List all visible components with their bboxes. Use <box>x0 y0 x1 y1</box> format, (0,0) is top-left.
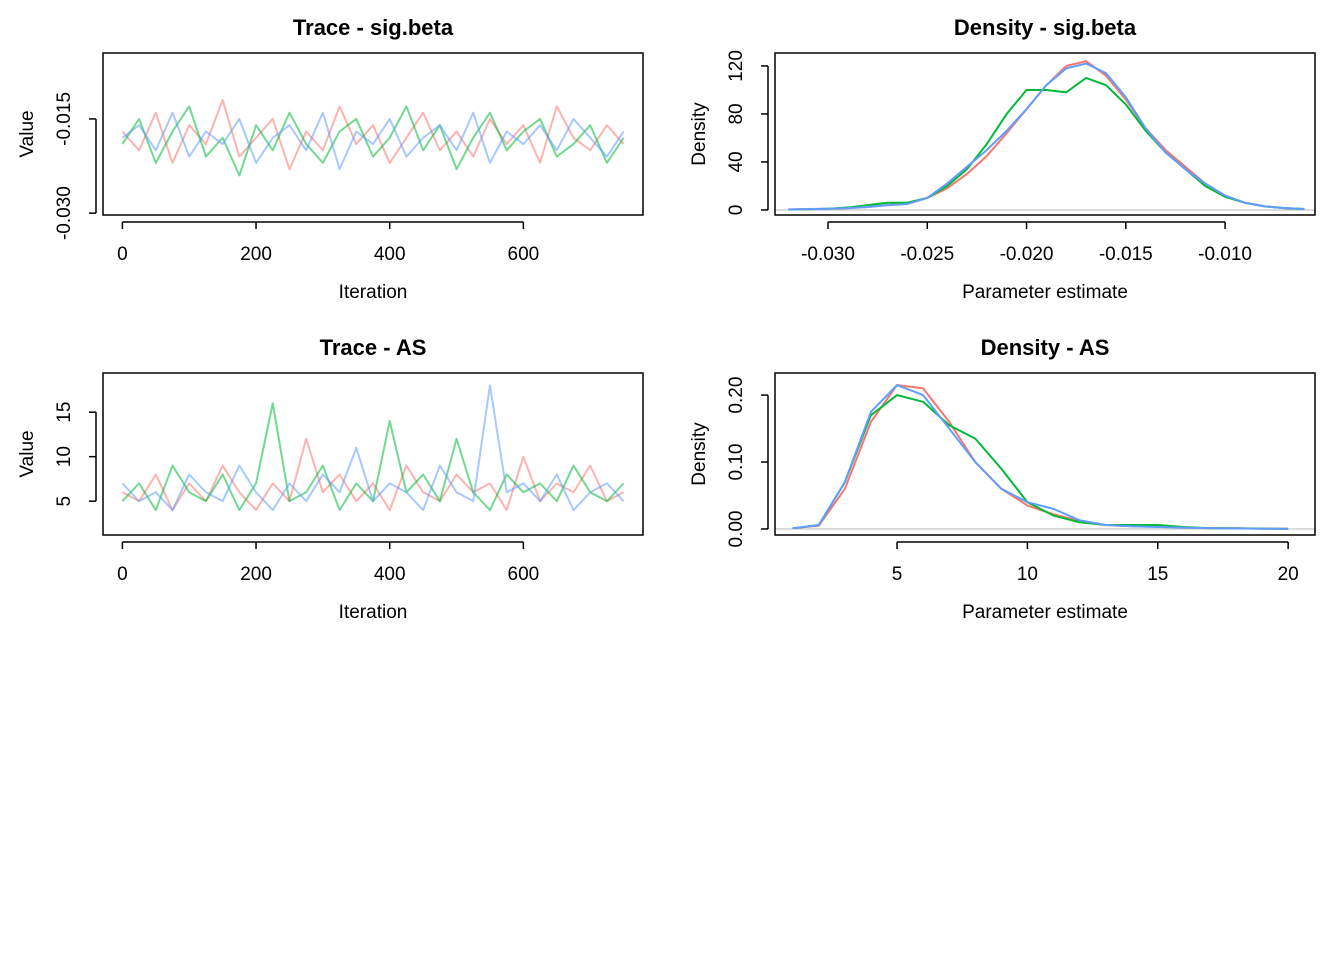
series-line <box>121 99 625 171</box>
y-tick-label: 0.00 <box>726 510 747 547</box>
series-line <box>792 384 1289 530</box>
y-tick-label: -0.015 <box>54 92 75 146</box>
y-axis-label: Value <box>17 430 38 477</box>
x-tick-label: -0.020 <box>1000 244 1054 265</box>
x-tick-label: 5 <box>892 564 903 585</box>
y-tick-label: 120 <box>726 50 747 82</box>
plot-box <box>774 372 1316 536</box>
x-tick-label: 10 <box>1017 564 1038 585</box>
x-axis-label: Parameter estimate <box>962 282 1128 303</box>
series-line <box>788 62 1305 211</box>
x-tick-label: 200 <box>240 244 272 265</box>
x-tick-label: -0.030 <box>801 244 855 265</box>
series-line <box>121 111 625 171</box>
panel-title: Trace - AS <box>320 335 427 360</box>
plot-box <box>102 372 644 536</box>
panel-title: Trace - sig.beta <box>293 15 454 40</box>
y-axis-label: Density <box>689 422 710 486</box>
x-axis-label: Parameter estimate <box>962 602 1128 623</box>
panel-title: Density - AS <box>981 335 1110 360</box>
panel-title: Density - sig.beta <box>954 15 1137 40</box>
x-tick-label: 0 <box>117 244 128 265</box>
y-axis-label: Density <box>689 102 710 166</box>
x-tick-label: 20 <box>1278 564 1299 585</box>
x-tick-label: 600 <box>508 564 540 585</box>
y-tick-label: 5 <box>54 496 75 507</box>
y-tick-label: 0.10 <box>726 444 747 481</box>
plot-box <box>774 52 1316 216</box>
series-line <box>792 384 1289 530</box>
y-axis-label: Value <box>17 110 38 157</box>
y-tick-label: 0 <box>726 205 747 216</box>
y-tick-label: 0.20 <box>726 377 747 414</box>
plot-box <box>102 52 644 216</box>
x-tick-label: -0.025 <box>900 244 954 265</box>
x-tick-label: 15 <box>1147 564 1168 585</box>
x-tick-label: -0.010 <box>1198 244 1252 265</box>
x-tick-label: 0 <box>117 564 128 585</box>
series-line <box>121 384 625 512</box>
x-axis-label: Iteration <box>339 282 408 303</box>
series-line <box>788 76 1305 211</box>
x-tick-label: -0.015 <box>1099 244 1153 265</box>
x-tick-label: 600 <box>508 244 540 265</box>
series-line <box>121 402 625 512</box>
series-line <box>792 394 1289 530</box>
y-tick-label: 40 <box>726 151 747 172</box>
series-line <box>788 60 1305 211</box>
x-tick-label: 400 <box>374 244 406 265</box>
y-tick-label: -0.030 <box>54 186 75 240</box>
y-tick-label: 10 <box>54 446 75 467</box>
series-line <box>121 105 625 177</box>
y-tick-label: 80 <box>726 103 747 124</box>
x-tick-label: 200 <box>240 564 272 585</box>
x-tick-label: 400 <box>374 564 406 585</box>
x-axis-label: Iteration <box>339 602 408 623</box>
y-tick-label: 15 <box>54 402 75 423</box>
